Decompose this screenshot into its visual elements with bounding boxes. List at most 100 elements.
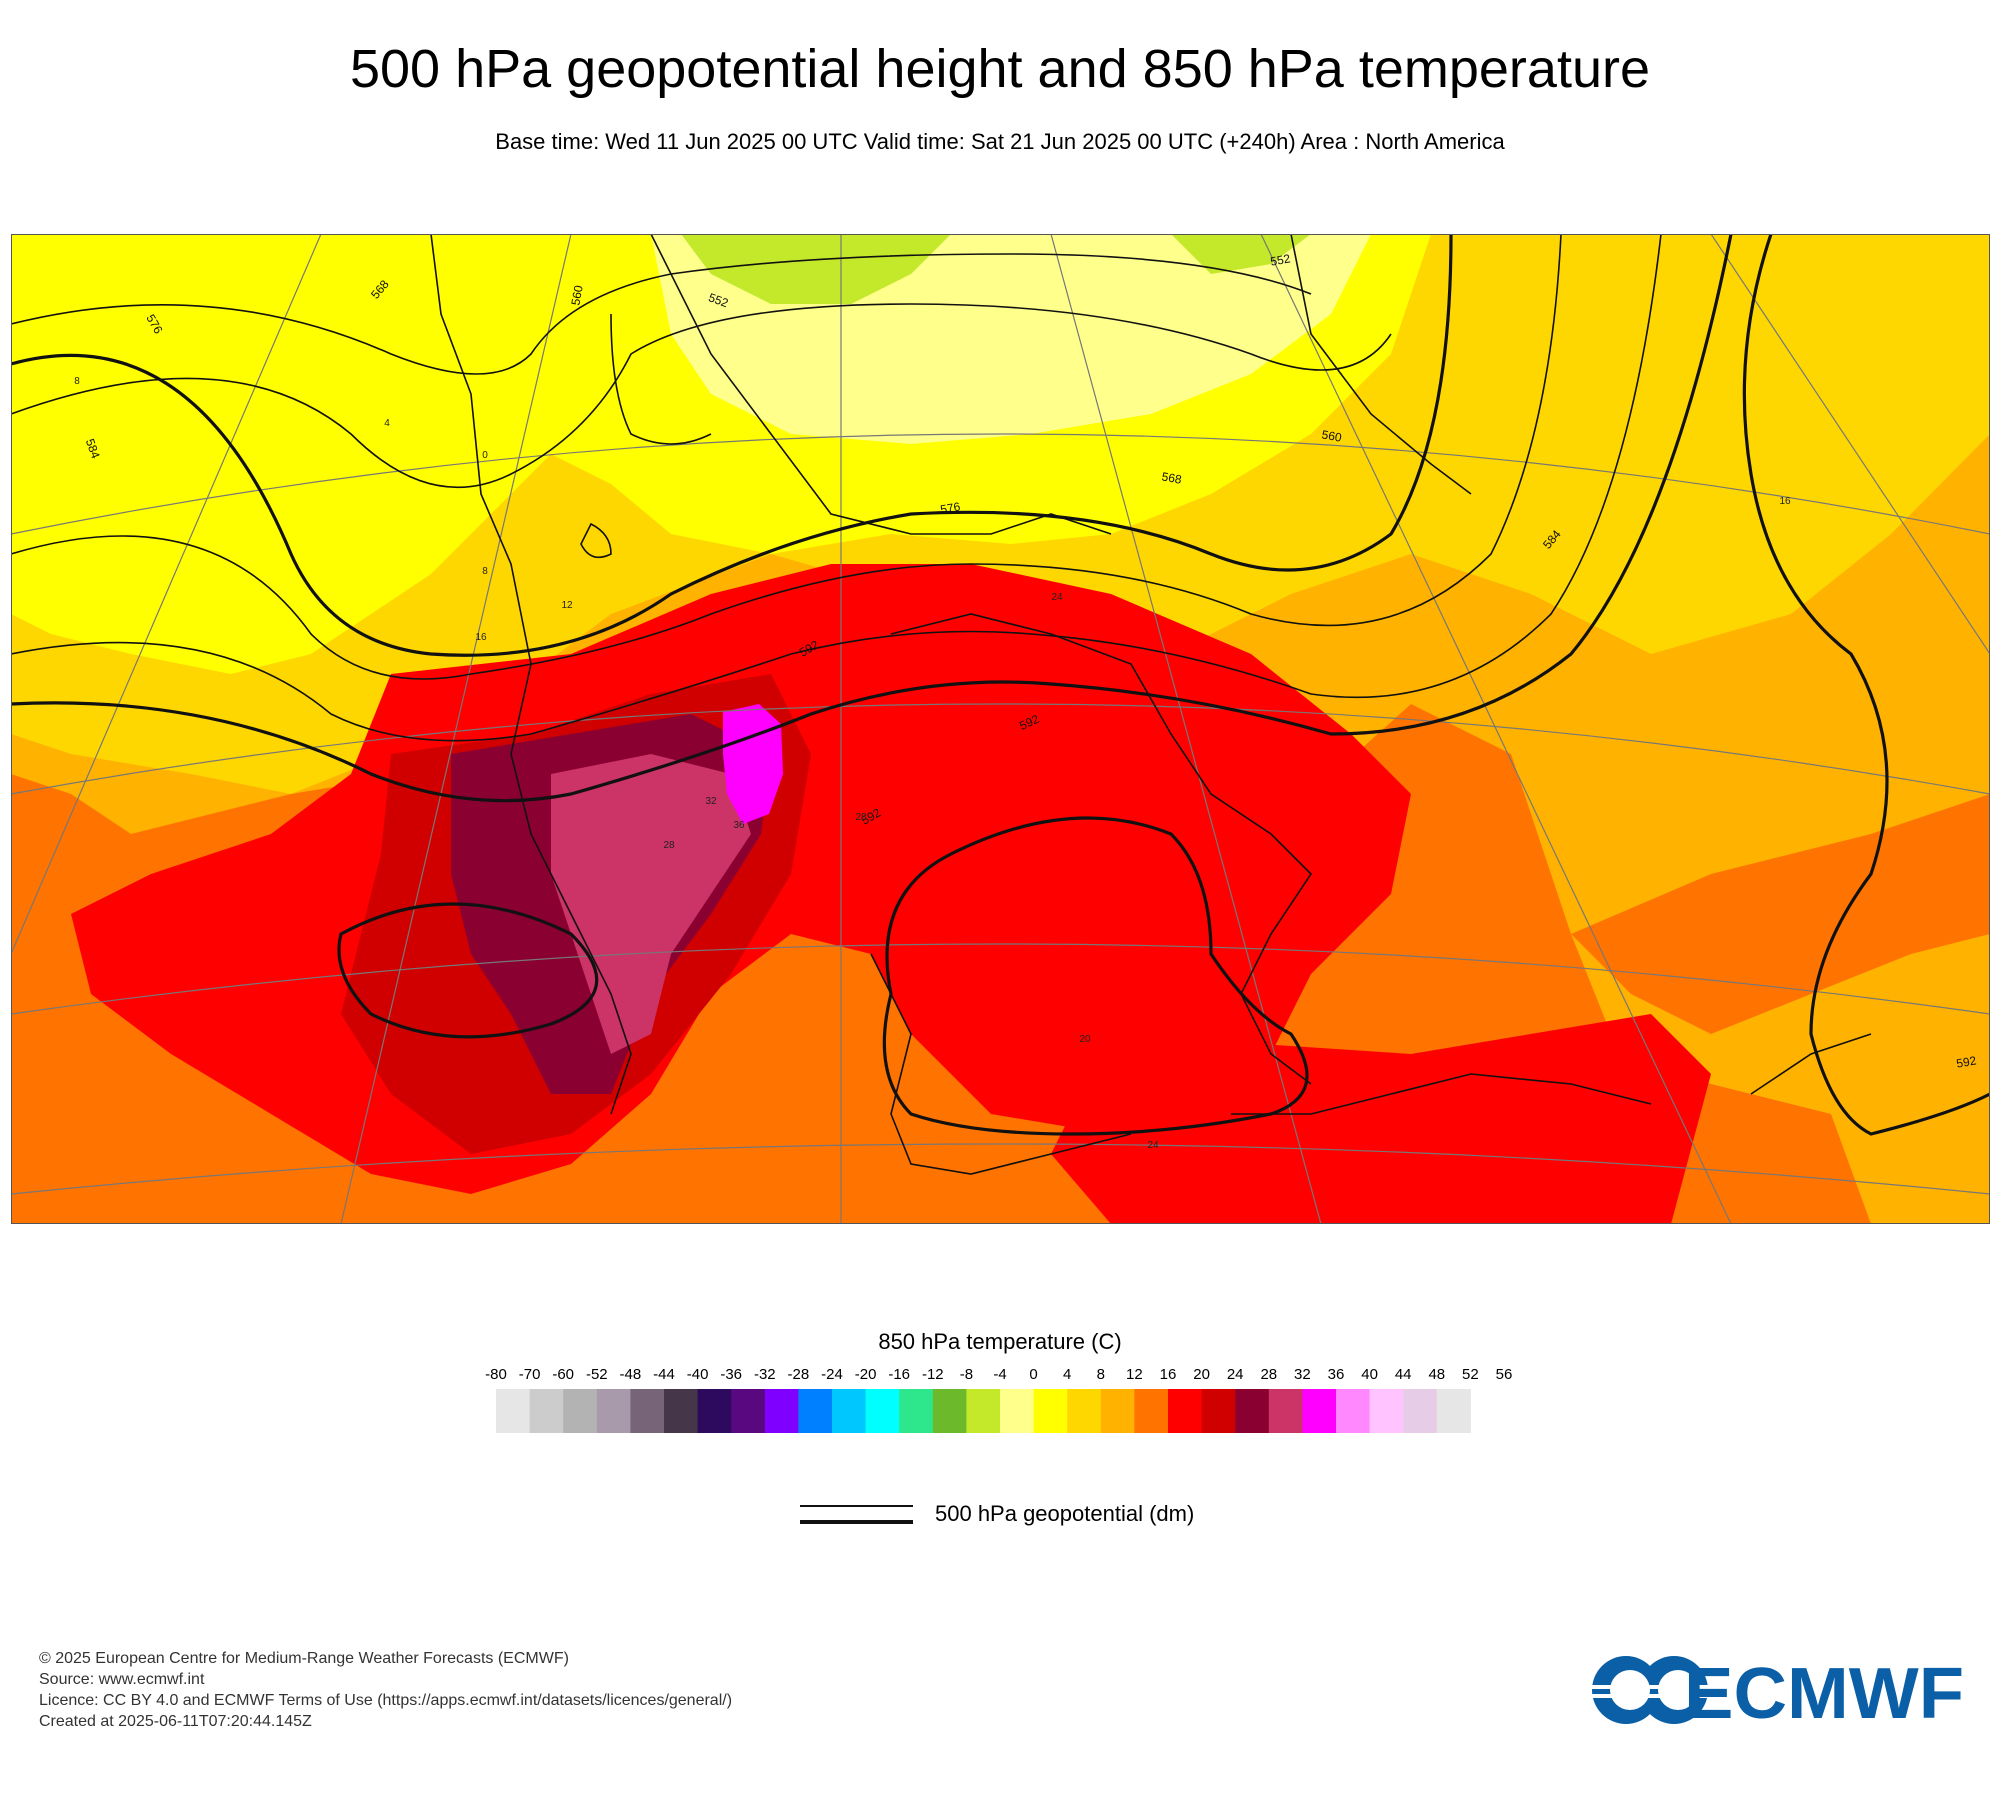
contour-label: 552 xyxy=(1269,251,1291,268)
colorbar-swatch xyxy=(1067,1389,1102,1433)
colorbar-swatch xyxy=(832,1389,867,1433)
temp-label: 16 xyxy=(475,632,487,643)
contour-label: 552 xyxy=(707,290,731,310)
colorbar-swatch xyxy=(1436,1389,1471,1433)
chart-subtitle: Base time: Wed 11 Jun 2025 00 UTC Valid … xyxy=(495,129,1505,154)
colorbar-tick-label: 12 xyxy=(1126,1366,1143,1383)
contour-label: 568 xyxy=(1161,469,1183,486)
colorbar-swatch xyxy=(764,1389,799,1433)
temp-label: 12 xyxy=(561,600,573,611)
colorbar-tick-label: 44 xyxy=(1395,1366,1412,1383)
temp-label: 8 xyxy=(482,566,488,577)
contour-label: 560 xyxy=(568,284,585,306)
footer-credits: © 2025 European Centre for Medium-Range … xyxy=(39,1648,732,1732)
temp-label: 28 xyxy=(663,840,675,851)
temp-label: 24 xyxy=(1051,592,1063,603)
forecast-map: 576 568 560 552 584 592 560 552 568 576 … xyxy=(11,234,1990,1224)
colorbar-tick-label: -70 xyxy=(519,1366,541,1383)
colorbar: -80 -70 -60 -52 -48 -44 -40 -36 -32 -28 -24 -20 -16-… xyxy=(485,1366,1513,1433)
geopotential-contours xyxy=(11,234,1990,1136)
temp-label-group: 8 4 0 8 12 16 32 36 28 24 20 28 24 16 xyxy=(74,376,1791,1151)
temp-label: 28 xyxy=(855,812,867,823)
colorbar-swatch xyxy=(1302,1389,1337,1433)
colorbar-swatch xyxy=(1000,1389,1035,1433)
temp-field-pink xyxy=(551,754,751,1054)
colorbar-tick-label: 48 xyxy=(1428,1366,1445,1383)
temp-label: 32 xyxy=(705,796,717,807)
colorbar-swatch xyxy=(899,1389,934,1433)
colorbar-tick-label: -20 xyxy=(855,1366,877,1383)
colorbar-swatch xyxy=(1403,1389,1438,1433)
colorbar-tick-label: -52 xyxy=(586,1366,608,1383)
legend: 500 hPa geopotential (dm) xyxy=(800,1500,1320,1532)
colorbar-tick-label: -4 xyxy=(993,1366,1006,1383)
temp-label: 4 xyxy=(384,418,390,429)
temp-field-magenta xyxy=(723,704,783,824)
temp-field-yellow xyxy=(11,234,1990,674)
colorbar-swatch xyxy=(1168,1389,1203,1433)
colorbar-swatch xyxy=(529,1389,564,1433)
colorbar-tick-label: -36 xyxy=(720,1366,742,1383)
coastlines xyxy=(430,234,1872,1175)
colorbar-swatch xyxy=(1336,1389,1371,1433)
contour-label: 560 xyxy=(1321,427,1343,444)
colorbar-tick-label: 52 xyxy=(1462,1366,1479,1383)
colorbar-swatch xyxy=(664,1389,699,1433)
colorbar-swatch xyxy=(563,1389,598,1433)
temp-label: 20 xyxy=(1079,1034,1091,1045)
colorbar-tick-label: -48 xyxy=(620,1366,642,1383)
colorbar-tick-label: -60 xyxy=(552,1366,574,1383)
colorbar-swatch xyxy=(630,1389,665,1433)
colorbar-tick-label: -32 xyxy=(754,1366,776,1383)
temp-field-green-east xyxy=(1171,234,1311,274)
temp-label: 0 xyxy=(482,450,488,461)
colorbar-swatch xyxy=(697,1389,732,1433)
chart-title: 500 hPa geopotential height and 850 hPa … xyxy=(349,39,1650,99)
colorbar-title: 850 hPa temperature (C) xyxy=(878,1329,1122,1354)
colorbar-tick-label: 20 xyxy=(1193,1366,1210,1383)
colorbar-tick-label: -16 xyxy=(888,1366,910,1383)
legend-label: 500 hPa geopotential (dm) xyxy=(935,1501,1195,1526)
colorbar-tick-label: -40 xyxy=(687,1366,709,1383)
colorbar-tick-label: 0 xyxy=(1029,1366,1037,1383)
colorbar-tick-label: 40 xyxy=(1361,1366,1378,1383)
colorbar-swatch xyxy=(798,1389,833,1433)
colorbar-tick-label: 24 xyxy=(1227,1366,1244,1383)
temp-field-amber-east xyxy=(1571,934,1990,1224)
source-line: Source: www.ecmwf.int xyxy=(39,1671,205,1688)
temp-label: 16 xyxy=(1779,496,1791,507)
colorbar-swatch xyxy=(1100,1389,1135,1433)
created-line: Created at 2025-06-11T07:20:44.145Z xyxy=(39,1713,312,1730)
contour-label-group: 576 568 560 552 584 592 560 552 568 576 … xyxy=(83,251,1978,1070)
colorbar-tick-label: -12 xyxy=(922,1366,944,1383)
temp-field-green xyxy=(681,234,951,304)
ecmwf-logo: ECMWF xyxy=(1588,1654,1964,1728)
colorbar-swatch xyxy=(731,1389,766,1433)
colorbar-swatch xyxy=(496,1389,531,1433)
colorbar-swatch xyxy=(1268,1389,1303,1433)
colorbar-swatch xyxy=(1369,1389,1404,1433)
temp-label: 8 xyxy=(74,376,80,387)
colorbar-tick-label: -28 xyxy=(788,1366,810,1383)
colorbar-tick-label: 4 xyxy=(1063,1366,1071,1383)
contour-label: 592 xyxy=(1955,1053,1977,1070)
colorbar-swatch xyxy=(1201,1389,1236,1433)
colorbar-tick-label: -44 xyxy=(653,1366,675,1383)
colorbar-tick-label: -80 xyxy=(485,1366,507,1383)
colorbar-tick-label: 28 xyxy=(1260,1366,1277,1383)
legend-line-icon xyxy=(800,1505,913,1524)
colorbar-tick-label: 16 xyxy=(1160,1366,1177,1383)
colorbar-swatch xyxy=(596,1389,631,1433)
licence-line: Licence: CC BY 4.0 and ECMWF Terms of Us… xyxy=(39,1692,733,1709)
colorbar-tick-label: 36 xyxy=(1328,1366,1345,1383)
logo-text: ECMWF xyxy=(1684,1654,1964,1728)
contour-label: 584 xyxy=(83,437,103,461)
colorbar-tick-label: 8 xyxy=(1097,1366,1105,1383)
colorbar-swatch xyxy=(1134,1389,1169,1433)
colorbar-tick-label: 56 xyxy=(1496,1366,1513,1383)
colorbar-tick-label: -24 xyxy=(821,1366,843,1383)
colorbar-swatches xyxy=(496,1389,1471,1433)
colorbar-swatch xyxy=(1033,1389,1068,1433)
colorbar-tick-label: 32 xyxy=(1294,1366,1311,1383)
temp-field-red-caribbean xyxy=(1051,1014,1711,1224)
